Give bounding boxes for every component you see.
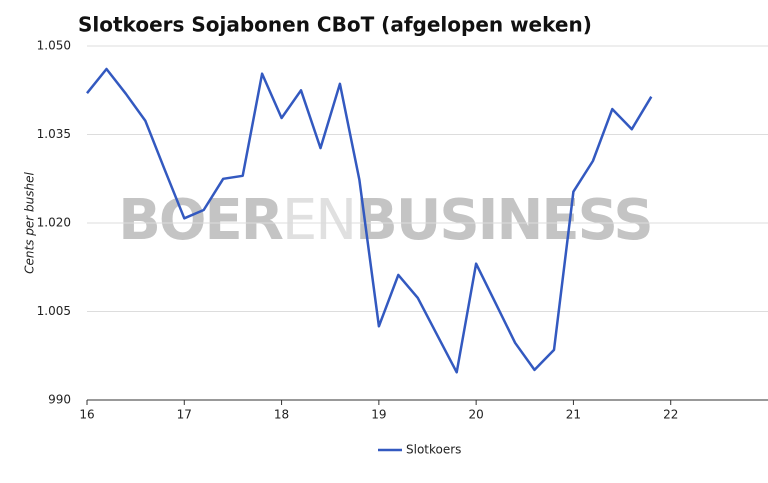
chart-title: Slotkoers Sojabonen CBoT (afgelopen weke…: [78, 13, 592, 37]
y-axis-label: Cents per bushel: [23, 171, 37, 273]
y-tick-label: 1.050: [37, 39, 71, 53]
watermark-part: BOER: [118, 188, 283, 253]
legend-label: Slotkoers: [406, 443, 461, 457]
y-tick-label: 1.005: [37, 304, 71, 318]
watermark-part: EN: [282, 188, 355, 253]
x-tick-label: 17: [177, 408, 192, 422]
watermark-part: BUSINESS: [355, 188, 652, 253]
x-tick-label: 19: [371, 408, 386, 422]
y-tick-label: 1.035: [37, 127, 71, 141]
x-tick-label: 18: [274, 408, 289, 422]
watermark: BOERENBUSINESS: [118, 188, 652, 253]
y-tick-label: 1.020: [37, 216, 71, 230]
x-tick-label: 16: [79, 408, 94, 422]
y-tick-label: 990: [48, 393, 71, 407]
x-tick-label: 22: [663, 408, 678, 422]
data-line: [86, 67, 653, 374]
x-tick-label: 20: [469, 408, 484, 422]
x-tick-label: 21: [566, 408, 581, 422]
